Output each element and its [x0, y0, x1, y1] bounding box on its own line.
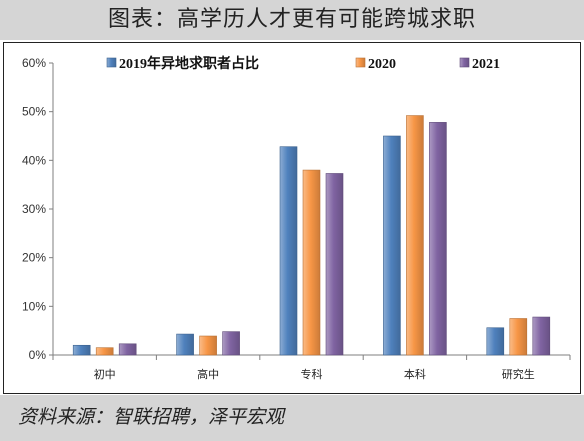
y-tick-label: 50% [22, 105, 46, 119]
figure-title: 图表：高学历人才更有可能跨城求职 [0, 0, 584, 40]
bar [302, 169, 321, 356]
bar [199, 335, 217, 356]
legend-swatch [459, 57, 470, 68]
x-tick-label: 研究生 [502, 367, 535, 381]
y-tick-label: 0% [29, 348, 47, 362]
bar [72, 344, 91, 356]
bar [95, 347, 114, 356]
source-note: 资料来源：智联招聘，泽平宏观 [0, 395, 584, 441]
bar [486, 327, 505, 356]
y-tick-label: 40% [22, 153, 46, 167]
y-tick-label: 60% [22, 56, 46, 70]
chart-area: 0% 10% 20% 30% 40% 50% 60% 初中 高中 专科 本科 研究生 2019年异地求职… [3, 42, 581, 394]
legend-swatch [355, 57, 366, 68]
bar [509, 318, 528, 356]
y-tick-label: 30% [22, 202, 46, 216]
legend-label: 2020 [368, 57, 396, 72]
legend-label: 2019年异地求职者占比 [119, 55, 259, 72]
bar [429, 122, 447, 356]
bar [279, 146, 298, 356]
legend-label: 2021 [472, 57, 500, 72]
bar [406, 115, 424, 356]
x-tick-label: 高中 [197, 367, 219, 381]
bar [176, 333, 194, 356]
bar [383, 135, 401, 356]
bar-chart: 0% 10% 20% 30% 40% 50% 60% 初中 高中 专科 本科 研究生 2019年异地求职… [22, 55, 571, 381]
x-tick-label: 专科 [301, 367, 323, 381]
bar [532, 316, 551, 356]
x-tick-label: 初中 [94, 367, 116, 381]
bar [325, 173, 344, 356]
bar [222, 331, 240, 356]
bar [118, 343, 137, 356]
y-tick-label: 10% [22, 299, 46, 313]
x-tick-label: 本科 [404, 367, 426, 381]
legend-swatch [106, 57, 117, 68]
y-tick-label: 20% [22, 251, 46, 265]
